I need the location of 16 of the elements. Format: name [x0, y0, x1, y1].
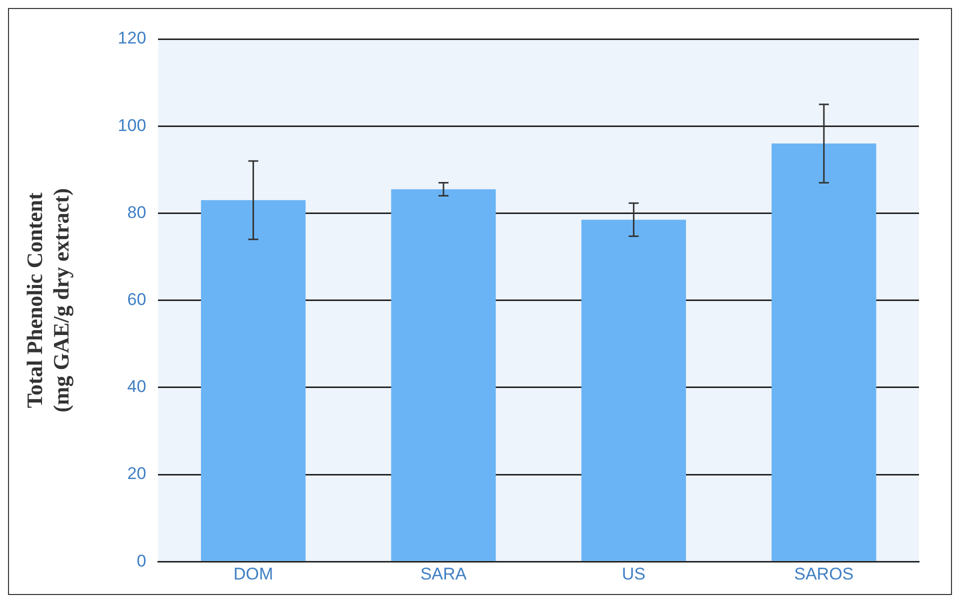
- y-tick-label: 60: [127, 290, 146, 309]
- y-tick-label: 0: [136, 551, 146, 570]
- x-tick-label: SAROS: [794, 564, 854, 584]
- x-tick-label: DOM: [233, 564, 274, 584]
- bar: [391, 189, 496, 561]
- y-tick-label: 120: [118, 28, 146, 48]
- y-tick-label: 80: [127, 202, 146, 222]
- bar: [581, 220, 686, 561]
- x-tick-label: SARA: [420, 564, 468, 584]
- x-tick-label: US: [622, 564, 646, 584]
- bar: [772, 144, 876, 561]
- y-tick-label: 100: [118, 116, 146, 135]
- y-tick-label: 40: [127, 377, 146, 396]
- y-tick-label: 20: [127, 464, 146, 484]
- y-axis-title: Total Phenolic Content (mg GAE/g dry extract): [22, 188, 74, 412]
- bar: [200, 200, 306, 561]
